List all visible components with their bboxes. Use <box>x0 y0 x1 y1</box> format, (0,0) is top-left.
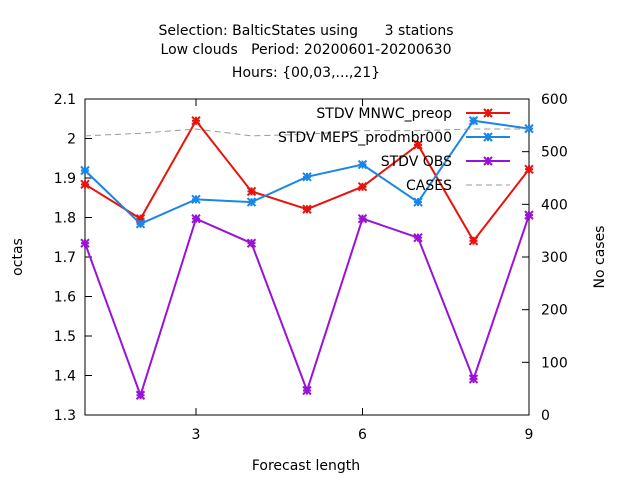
series-line <box>84 128 529 137</box>
y-tick-label: 1.3 <box>54 408 76 424</box>
y-tick-label: 1.7 <box>54 250 76 266</box>
series-4 <box>84 128 529 137</box>
data-point <box>135 219 146 229</box>
chart-title: Selection: BalticStates using 3 stations… <box>159 23 454 81</box>
y2-tick-label: 500 <box>541 145 568 161</box>
y-tick-label: 2 <box>67 132 76 148</box>
legend-label: STDV MNWC_preop <box>316 106 452 122</box>
x-tick-label: 6 <box>358 427 367 443</box>
y2-tick-label: 400 <box>541 197 568 213</box>
legend-marker <box>483 156 493 166</box>
y-tick-label: 2.1 <box>54 92 76 108</box>
data-point <box>246 197 257 207</box>
legend-marker <box>483 132 493 142</box>
data-point <box>357 181 368 192</box>
title-line-2: Low clouds Period: 20200601-20200630 <box>161 42 452 58</box>
title-line-1: Selection: BalticStates using 3 stations <box>159 23 454 39</box>
x-tick-label: 3 <box>192 427 201 443</box>
data-point <box>302 385 312 396</box>
y2-axis-label: No cases <box>592 226 608 289</box>
data-point <box>524 164 534 175</box>
y2-tick-label: 300 <box>541 250 568 266</box>
y2-tick-label: 200 <box>541 303 568 319</box>
plot-frame <box>84 98 530 416</box>
data-point <box>191 194 201 205</box>
data-point <box>191 213 201 224</box>
legend-label: CASES <box>406 178 452 194</box>
y2-tick-label: 600 <box>541 92 568 108</box>
legend-label: STDV OBS <box>381 154 452 170</box>
data-point <box>302 172 312 182</box>
legend-label: STDV MEPS_prodmbr000 <box>278 130 452 146</box>
y-tick-label: 1.9 <box>54 171 76 187</box>
title-line-3: Hours: {00,03,...,21} <box>232 65 380 81</box>
y2-tick-label: 0 <box>541 408 550 424</box>
data-point <box>468 116 479 126</box>
y-axis-label: octas <box>10 238 26 276</box>
y-tick-label: 1.5 <box>54 329 76 345</box>
y-tick-label: 1.8 <box>54 211 76 227</box>
data-point <box>413 140 423 150</box>
data-point <box>468 374 479 384</box>
y-tick-label: 1.4 <box>54 369 76 385</box>
data-point <box>524 210 534 220</box>
data-point <box>80 238 90 248</box>
data-point <box>246 238 257 248</box>
data-point <box>413 197 423 207</box>
data-point <box>413 232 423 243</box>
data-point <box>191 116 201 126</box>
x-tick-label: 9 <box>525 427 534 443</box>
series-layer <box>80 116 534 400</box>
data-point <box>302 204 312 214</box>
data-point <box>357 159 368 170</box>
data-point <box>357 213 368 224</box>
series-3 <box>80 210 534 400</box>
data-point <box>246 186 257 197</box>
series-1 <box>80 116 534 246</box>
data-point <box>135 213 146 224</box>
legend: STDV MNWC_preop STDV MEPS_prodmbr000 STDV … <box>278 106 510 194</box>
y-tick-label: 1.6 <box>54 290 76 306</box>
series-2 <box>80 116 534 229</box>
data-point <box>468 236 479 246</box>
data-point <box>135 390 146 400</box>
axes: 1.3 1.4 1.5 1.6 1.7 1.8 1.9 2 2.1 0 100 200 300 400 50… <box>54 92 568 443</box>
y2-tick-label: 100 <box>541 355 568 371</box>
data-point <box>80 179 90 190</box>
series-line <box>84 214 530 399</box>
data-point <box>80 165 90 176</box>
x-axis-label: Forecast length <box>252 458 360 474</box>
legend-marker <box>483 108 493 118</box>
